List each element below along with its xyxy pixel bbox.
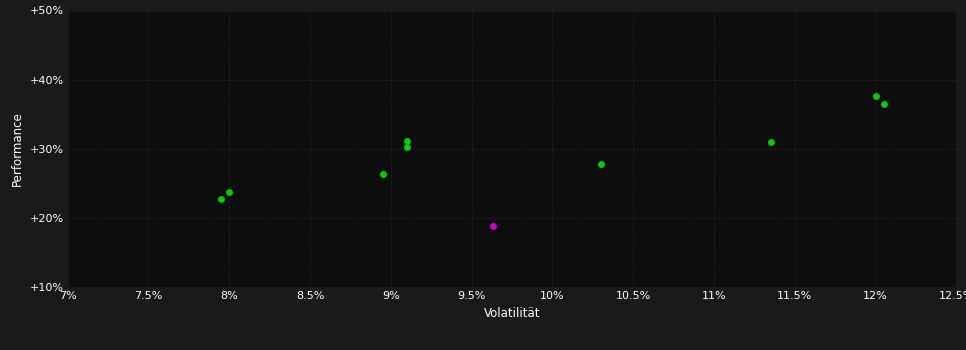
X-axis label: Volatilität: Volatilität — [484, 307, 540, 320]
Y-axis label: Performance: Performance — [11, 111, 24, 186]
